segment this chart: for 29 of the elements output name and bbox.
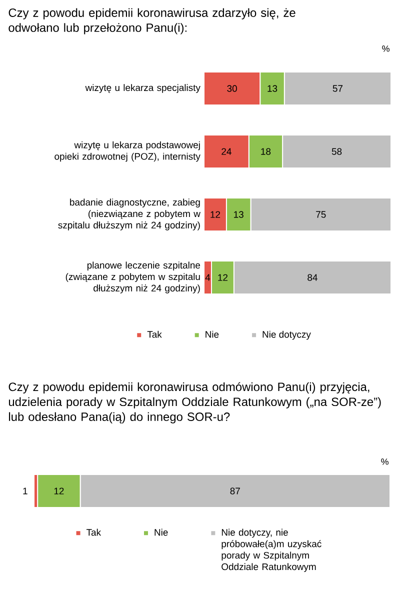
chart-title: Czy z powodu epidemii koronawirusa zdarzyło się, że odwołano lub przełożono Panu(i): xyxy=(8,8,296,34)
y-tick-label: badanie diagnostyczne, zabieg (niezwiązane z pobytem w szpitalu dłuższym niż 24 godziny) xyxy=(58,198,200,230)
data-label: 12 xyxy=(210,211,220,218)
data-label: 24 xyxy=(222,148,232,155)
data-label: 12 xyxy=(218,274,228,281)
legend-label: Tak xyxy=(147,330,162,338)
data-label: 84 xyxy=(308,274,318,281)
data-label: 30 xyxy=(227,85,237,92)
legend-label: Nie dotyczy, nie próbowałe(a)m uzyskać porady w Szpitalnym Oddziale Ratunkowym xyxy=(222,528,322,572)
data-label: 87 xyxy=(230,488,240,494)
y-tick-label: wizytę u lekarza podstawowej opieki zdrowotnej (POZ), internisty xyxy=(54,141,200,162)
y-tick-label: wizytę u lekarza specjalisty xyxy=(85,84,200,93)
data-label: 75 xyxy=(316,211,326,218)
legend-label: Tak xyxy=(86,528,102,536)
y-tick-label: planowe leczenie szpitalne (związane z pobytem w szpitalu dłuższym niż 24 godziny) xyxy=(66,262,200,294)
data-label: 13 xyxy=(268,85,278,92)
text: % xyxy=(381,458,388,465)
data-label: 58 xyxy=(332,148,342,155)
legend-label: Nie xyxy=(154,528,168,536)
data-label: 57 xyxy=(332,85,343,92)
data-label: 12 xyxy=(54,488,64,494)
data-label: 4 xyxy=(205,274,210,281)
text: % xyxy=(382,46,390,52)
legend-label: Nie xyxy=(206,330,219,338)
data-label: 1 xyxy=(23,488,28,494)
legend-label: Nie dotyczy xyxy=(262,330,311,340)
chart-title: Czy z powodu epidemii koronawirusa odmówiono Panu(i) przyjęcia, udzielenia porady w Szpitalnym Oddziale Ratunkowym („na SOR-ze”) lub odesłano Pana(ią) do innego SOR-u? xyxy=(8,382,381,424)
data-label: 13 xyxy=(234,211,244,218)
data-label: 18 xyxy=(261,148,271,155)
